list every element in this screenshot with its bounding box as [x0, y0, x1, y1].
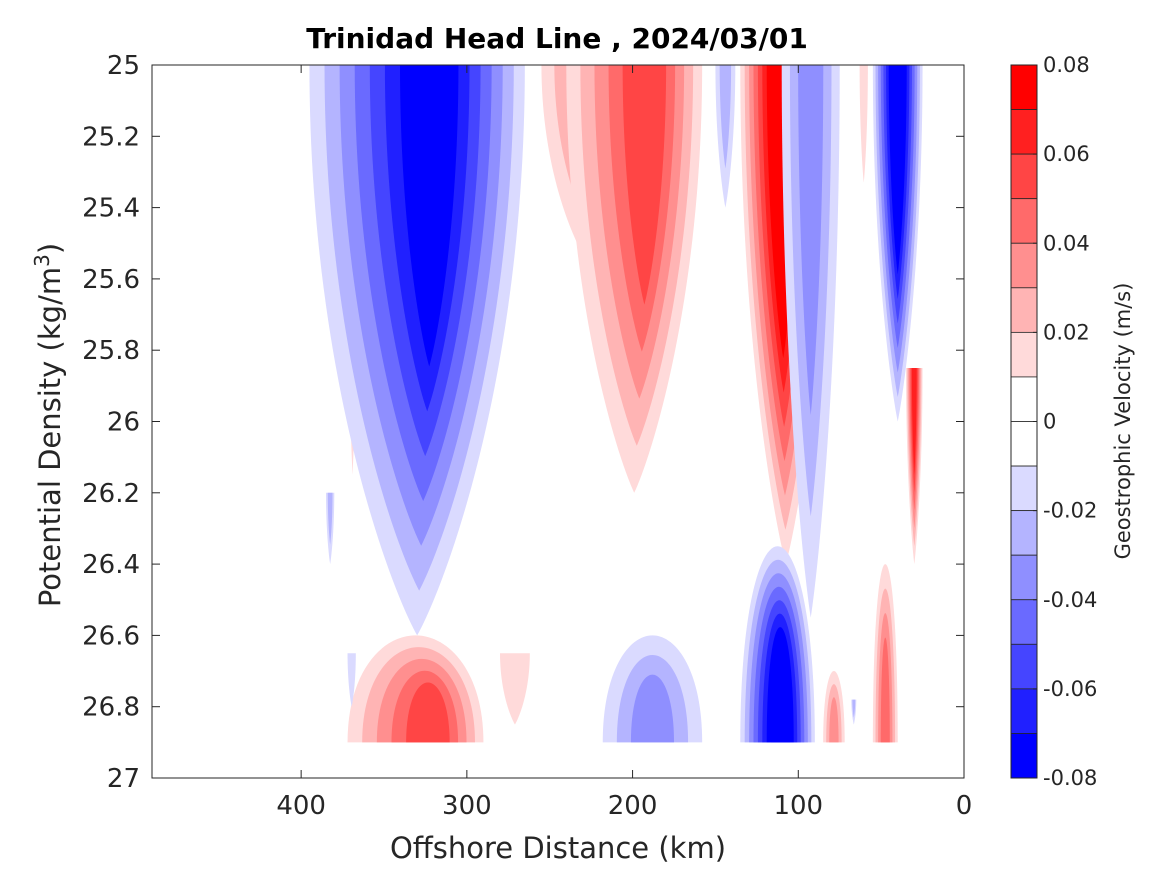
colorbar-bin: [1010, 153, 1038, 200]
contour-level-negative-7-3: [798, 65, 824, 415]
y-tick-label: 27: [107, 764, 140, 794]
y-tick-label: 26.8: [82, 693, 140, 723]
colorbar-tick-label: -0.06: [1043, 677, 1097, 701]
y-tick-label: 25.4: [82, 194, 140, 224]
colorbar-tick-label: -0.04: [1043, 588, 1097, 612]
colorbar-bin: [1010, 198, 1038, 244]
colorbar-label: Geostrophic Velocity (m/s): [1111, 283, 1135, 560]
colorbar-tick-label: -0.08: [1043, 766, 1097, 790]
x-tick-label: 100: [773, 791, 823, 821]
colorbar-bin: [1010, 465, 1038, 512]
colorbar-tick-label: 0.06: [1043, 142, 1090, 166]
y-axis-label-main: Potential Density (kg/m: [33, 267, 67, 607]
colorbar-bin: [1010, 554, 1038, 601]
x-axis-label: Offshore Distance (km): [390, 831, 726, 865]
contour-level-positive-11-5: [406, 682, 450, 743]
contour-level-negative-14-3: [630, 674, 674, 743]
colorbar-tick-label: 0.04: [1043, 231, 1090, 255]
contour-level-negative-5-2: [719, 65, 732, 169]
colorbar-bin: [1010, 109, 1038, 155]
y-axis-label: Potential Density (kg/m3): [30, 243, 67, 607]
y-tick-label: 25: [107, 51, 140, 81]
colorbar-tick-label: -0.02: [1043, 499, 1097, 523]
colorbar-bin: [1010, 331, 1038, 378]
colorbar-bin: [1010, 510, 1038, 556]
contour-level-positive-4-5: [622, 65, 667, 305]
contour-level-positive-10-6: [911, 368, 917, 475]
colorbar-bin: [1010, 733, 1038, 779]
colorbar-bin: [1010, 64, 1038, 110]
y-tick-label: 26.4: [82, 550, 140, 580]
y-tick-label: 26: [107, 408, 140, 438]
colorbar-bin: [1010, 688, 1038, 734]
x-tick-label: 400: [276, 791, 326, 821]
colorbar-bin: [1010, 643, 1038, 690]
colorbar-bin: [1010, 376, 1038, 422]
y-tick-label: 25.6: [82, 265, 140, 295]
colorbar-bin: [1010, 242, 1038, 289]
colorbar-bin: [1010, 287, 1038, 333]
colorbar-bin: [1010, 421, 1038, 467]
x-tick-label: 0: [956, 791, 973, 821]
x-tick-label: 300: [442, 791, 492, 821]
colorbar-tick-label: 0.02: [1043, 320, 1090, 344]
x-tick-label: 200: [608, 791, 658, 821]
colorbar: 0.08 0.06 0.04 0.02 0 -0.02 -0.04 -0.06 -0.08: [1010, 53, 1097, 790]
y-axis-label-sup: 3: [30, 254, 54, 267]
contour-level-negative-1-7: [399, 65, 459, 367]
contour-level-positive-13-1: [500, 653, 530, 725]
axis-ticks: 400 300 200 100 0 25 25.2 25.4 25.6 25.8 26 26.2 26.…: [82, 51, 972, 821]
y-axis-label-close: ): [33, 243, 67, 254]
y-tick-label: 25.2: [82, 122, 140, 152]
y-tick-label: 26.2: [82, 479, 140, 509]
contour-level-positive-16-3: [829, 697, 839, 743]
contour-level-positive-8-1: [859, 65, 868, 183]
contour-level-negative-12-1: [347, 653, 356, 707]
contour-level-negative-9-8: [891, 65, 905, 250]
contour-fills: [309, 65, 923, 743]
y-tick-label: 25.8: [82, 336, 140, 366]
colorbar-bin: [1010, 599, 1038, 645]
contour-level-negative-17-2: [852, 699, 856, 718]
y-tick-label: 26.6: [82, 621, 140, 651]
contour-level-negative-15-8: [771, 640, 791, 743]
colorbar-tick-label: 0: [1043, 410, 1056, 434]
contour-level-positive-18-4: [880, 637, 890, 743]
contour-level-negative-2-2: [327, 492, 333, 545]
chart-title: Trinidad Head Line , 2024/03/01: [306, 22, 808, 55]
colorbar-tick-label: 0.08: [1043, 53, 1090, 77]
